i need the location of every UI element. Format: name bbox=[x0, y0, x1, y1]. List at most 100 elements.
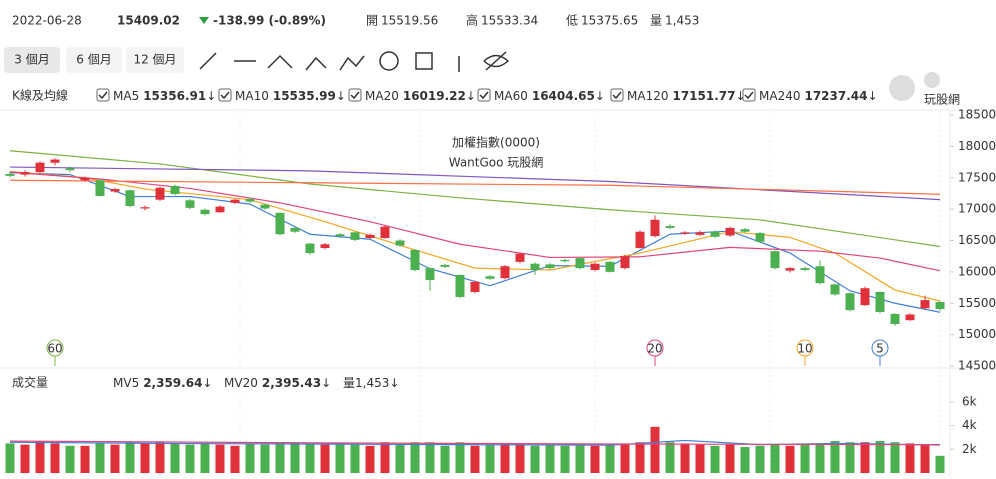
draw-tools[interactable] bbox=[199, 51, 510, 72]
volume-bar bbox=[635, 442, 645, 473]
legend-checkbox[interactable] bbox=[348, 88, 362, 102]
check bbox=[98, 91, 108, 100]
candle-body bbox=[470, 281, 480, 292]
check bbox=[479, 91, 489, 100]
check bbox=[220, 91, 230, 100]
candle-body bbox=[860, 288, 870, 306]
candle-body bbox=[425, 268, 435, 281]
v-grid bbox=[239, 110, 941, 479]
volume-bar bbox=[110, 444, 120, 473]
legend-name: MA20 bbox=[365, 89, 399, 103]
legend-trend: ↓ bbox=[206, 89, 216, 103]
candle-body bbox=[890, 313, 900, 324]
legend-value: 2,359.64 bbox=[143, 376, 202, 390]
candle-body bbox=[200, 209, 210, 215]
legend-trend: ↓ bbox=[202, 376, 212, 390]
candle-body bbox=[665, 226, 675, 228]
ma-line bbox=[9, 179, 941, 195]
legend-name: MV5 bbox=[113, 376, 139, 390]
volume-bar bbox=[470, 445, 480, 473]
volume-bar bbox=[500, 443, 510, 473]
candle-body bbox=[125, 190, 135, 206]
volume-bar bbox=[650, 426, 660, 473]
legend-entry: MA240 17237.44↓ bbox=[759, 89, 878, 103]
candle-body bbox=[680, 232, 690, 234]
stat-label: 低 bbox=[566, 13, 578, 28]
candle-body bbox=[620, 256, 630, 269]
volume-bar bbox=[50, 443, 60, 473]
legend-entry: MV20 2,395.43↓ bbox=[224, 376, 331, 390]
legend-value: 16019.22 bbox=[403, 89, 466, 103]
candle-body bbox=[5, 173, 15, 176]
y-tick-label: 14500 bbox=[958, 359, 996, 373]
legend-name: MA60 bbox=[494, 89, 528, 103]
legend-trend: ↓ bbox=[867, 89, 877, 103]
candle-body bbox=[800, 268, 810, 270]
candle-body bbox=[245, 199, 255, 202]
legend-checkbox[interactable] bbox=[96, 88, 110, 102]
candle-body bbox=[500, 266, 510, 279]
legend-checkbox[interactable] bbox=[218, 88, 232, 102]
volume-bar bbox=[125, 442, 135, 473]
y-tick-label: 17500 bbox=[958, 170, 996, 184]
volume-bar bbox=[845, 442, 855, 473]
candle-body bbox=[740, 229, 750, 232]
marker bbox=[796, 339, 814, 357]
legend-value: 17151.77 bbox=[672, 89, 735, 103]
range-btn[interactable]: 3 個月 bbox=[14, 53, 49, 67]
candle-body bbox=[830, 284, 840, 295]
date: 2022-06-28 bbox=[12, 14, 82, 28]
legend-name: MV20 bbox=[224, 376, 258, 390]
down-arrow bbox=[199, 17, 209, 24]
volume-bar bbox=[275, 442, 285, 473]
marker-label: 20 bbox=[647, 342, 662, 356]
volume-bar bbox=[245, 443, 255, 473]
volume-bar bbox=[425, 442, 435, 473]
range-btn[interactable]: 12 個月 bbox=[133, 53, 176, 67]
logo-icon bbox=[889, 72, 940, 101]
candle-body bbox=[50, 159, 60, 163]
legend-value: 16404.65 bbox=[532, 89, 595, 103]
range-btn-bg[interactable] bbox=[4, 47, 60, 73]
range-btn-bg[interactable] bbox=[126, 47, 184, 73]
volume-bar bbox=[320, 444, 330, 473]
ma-line bbox=[9, 166, 941, 201]
candle-body bbox=[350, 232, 360, 240]
candle-body bbox=[320, 244, 330, 249]
legend-trend: ↓ bbox=[321, 376, 331, 390]
legend-value: 17237.44 bbox=[804, 89, 867, 103]
legend-name: MA240 bbox=[759, 89, 800, 103]
candle-body bbox=[170, 185, 180, 195]
chart-subtitle: WantGoo 玩股網 bbox=[449, 156, 544, 170]
candle-body bbox=[155, 187, 165, 200]
candle-body bbox=[35, 162, 45, 173]
range-btn-bg[interactable] bbox=[66, 47, 122, 73]
stat-value: 15375.65 bbox=[581, 14, 638, 28]
legend-checkbox[interactable] bbox=[610, 88, 624, 102]
stat-label: 開 bbox=[366, 14, 378, 28]
marker bbox=[646, 339, 664, 357]
legend-checkbox[interactable] bbox=[742, 88, 756, 102]
volume-bar bbox=[380, 442, 390, 473]
range-btn[interactable]: 6 個月 bbox=[76, 53, 111, 67]
chart-title: 加權指數(0000) bbox=[452, 136, 540, 150]
volume-bar bbox=[575, 444, 585, 473]
legend-checkbox[interactable] bbox=[477, 88, 491, 102]
volume-bar bbox=[740, 446, 750, 473]
candle-body bbox=[410, 249, 420, 270]
candle-body bbox=[575, 258, 585, 269]
volume-bar bbox=[770, 444, 780, 473]
volume-bar bbox=[455, 442, 465, 473]
volume-bar bbox=[35, 441, 45, 473]
candle-body bbox=[815, 266, 825, 284]
volume-bar bbox=[20, 444, 30, 473]
legend-entry: MA120 17151.77↓ bbox=[627, 89, 746, 103]
stat-value: 15519.56 bbox=[381, 14, 438, 28]
candle-body bbox=[770, 251, 780, 269]
legend-name: MA5 bbox=[113, 89, 139, 103]
candle-body bbox=[695, 232, 705, 235]
logo: 玩股網 bbox=[924, 93, 960, 107]
candle-body bbox=[305, 243, 315, 254]
y-tick-label: 18500 bbox=[958, 108, 996, 122]
